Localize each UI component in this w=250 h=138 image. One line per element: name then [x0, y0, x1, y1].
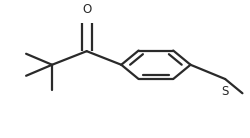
Text: S: S: [222, 85, 229, 99]
Text: O: O: [82, 3, 91, 16]
